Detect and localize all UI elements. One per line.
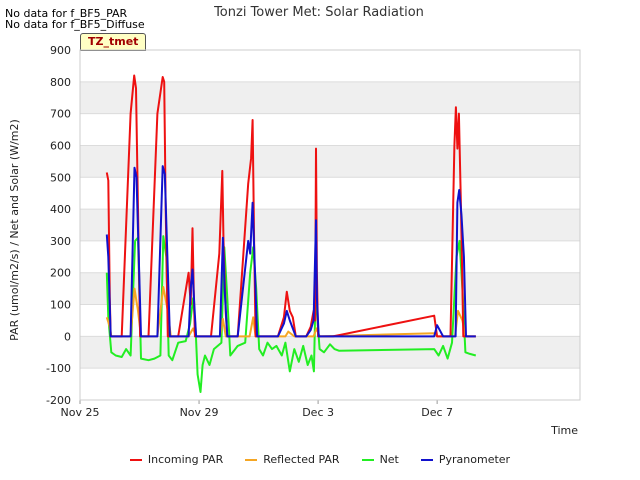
series-line-incoming-par	[105, 74, 476, 338]
x-tick-label: Nov 29	[180, 406, 219, 419]
y-tick-label: 300	[50, 235, 71, 248]
grid-band	[80, 209, 580, 241]
legend-label: Incoming PAR	[147, 453, 224, 466]
y-tick-label: 500	[50, 171, 71, 184]
x-axis-label: Time	[550, 424, 578, 437]
chart-legend: Incoming PAR Reflected PAR Net Pyranometer	[0, 453, 640, 466]
legend-label: Net	[379, 453, 399, 466]
y-tick-label: 400	[50, 203, 71, 216]
legend-item-incoming-par: Incoming PAR	[129, 453, 224, 466]
grid-band	[80, 336, 580, 369]
y-tick-label: 100	[50, 299, 71, 312]
series-line-net	[105, 235, 477, 393]
legend-label: Pyranometer	[438, 453, 511, 466]
legend-swatch	[361, 458, 374, 461]
legend-swatch	[129, 458, 142, 461]
y-tick-label: 200	[50, 267, 71, 280]
plot-frame	[79, 49, 581, 401]
y-axis-label: PAR (umol/m2/s) / Net and Solar (W/m2)	[8, 119, 21, 341]
y-tick-label: 700	[50, 108, 71, 121]
legend-item-net: Net	[361, 453, 399, 466]
nodata-par-note: No data for f_BF5_PAR	[5, 7, 128, 20]
grid-band	[80, 272, 580, 305]
y-tick-label: 900	[50, 44, 71, 57]
y-tick-label: -100	[46, 362, 71, 375]
legend-item-pyranometer: Pyranometer	[420, 453, 511, 466]
legend-swatch	[420, 458, 433, 461]
site-tag-badge: TZ_tmet	[80, 33, 147, 51]
y-tick-label: 800	[50, 76, 71, 89]
y-tick-label: -200	[46, 394, 71, 407]
nodata-diffuse-note: No data for f_BF5_Diffuse	[5, 18, 145, 31]
legend-swatch	[245, 458, 258, 461]
legend-label: Reflected PAR	[263, 453, 340, 466]
x-tick-label: Dec 7	[421, 406, 453, 419]
chart-title: Tonzi Tower Met: Solar Radiation	[213, 5, 424, 20]
x-tick-label: Dec 3	[302, 406, 334, 419]
x-tick-label: Nov 25	[61, 406, 100, 419]
y-tick-label: 600	[50, 139, 71, 152]
y-tick-label: 0	[64, 330, 71, 343]
grid-band	[80, 81, 580, 114]
legend-item-reflected-par: Reflected PAR	[245, 453, 340, 466]
series-line-pyranometer	[105, 165, 476, 338]
